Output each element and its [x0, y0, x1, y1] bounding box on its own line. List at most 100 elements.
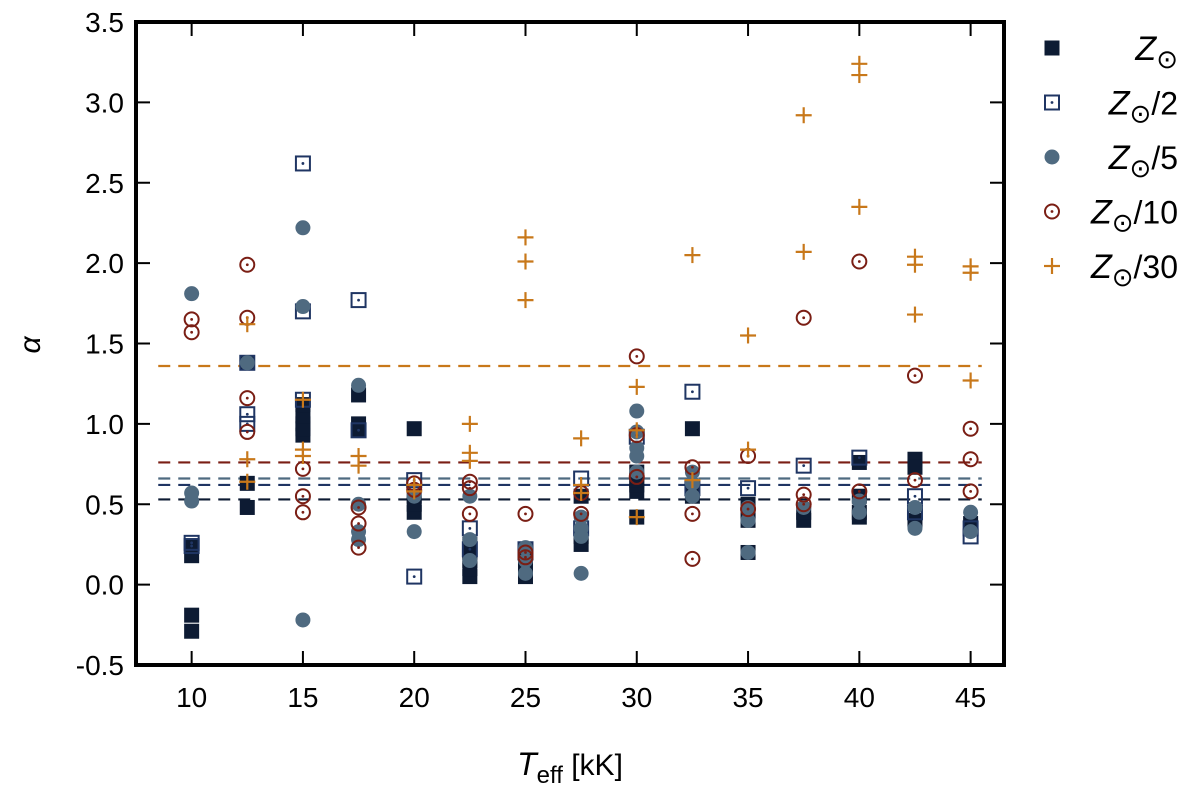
point-s3-21 — [573, 505, 590, 522]
point-s3-2 — [239, 256, 256, 273]
y-tick-labels: -0.5 0.0 0.5 1.0 1.5 2.0 2.5 3.0 3.5 — [76, 7, 124, 681]
point-s4-21 — [628, 509, 645, 526]
point-s4-19 — [628, 378, 645, 395]
point-s3-16 — [461, 505, 478, 522]
legend-item-0: Z⊙​ — [1044, 30, 1178, 74]
legend-label-1: Z⊙/2 — [1108, 85, 1178, 129]
point-s3-9 — [350, 499, 367, 516]
y-axis-label: α — [14, 336, 47, 354]
point-s0-49 — [907, 459, 923, 475]
point-s2-5 — [295, 299, 311, 315]
x-axis-label-main: T — [517, 746, 539, 782]
point-s3-5 — [239, 423, 256, 440]
point-s4-7 — [350, 457, 367, 474]
point-s4-1 — [239, 451, 256, 468]
legend-label-suffix-4: /30 — [1134, 249, 1178, 285]
point-s4-5 — [294, 448, 311, 465]
point-s4-12 — [461, 452, 478, 469]
legend-label-sun-4: ⊙ — [1112, 262, 1134, 292]
legend-symbol-1 — [1044, 94, 1060, 111]
point-s2-2 — [184, 493, 200, 509]
legend-label-sun-0: ⊙ — [1156, 44, 1178, 74]
point-s0-4 — [239, 499, 255, 515]
point-s4-10 — [461, 415, 478, 432]
point-s2-38 — [907, 520, 923, 536]
y-tick-label-0.0: 0.0 — [85, 570, 124, 601]
legend-label-sun-2: ⊙ — [1130, 153, 1152, 183]
point-s4-30 — [851, 198, 868, 215]
plot-frame — [134, 20, 1006, 667]
point-s1-10 — [406, 568, 423, 585]
legend-item-4: Z⊙/30 — [1044, 248, 1178, 292]
point-s3-31 — [795, 486, 812, 503]
point-s2-10 — [351, 532, 367, 548]
point-s3-30 — [795, 309, 812, 326]
point-s3-27 — [684, 550, 701, 567]
point-s3-35 — [906, 367, 923, 384]
point-s3-36 — [906, 472, 923, 489]
legend-label-main-3: Z — [1090, 194, 1113, 232]
point-s4-18 — [573, 484, 590, 501]
point-s4-15 — [517, 292, 534, 309]
point-s0-9 — [295, 421, 311, 437]
point-s4-0 — [239, 316, 256, 333]
point-s2-14 — [462, 532, 478, 548]
point-s3-19 — [517, 549, 534, 566]
x-axis-label-sub: eff — [537, 762, 564, 789]
point-s3-7 — [294, 488, 311, 505]
point-s4-24 — [740, 327, 757, 344]
point-s1-8 — [350, 292, 367, 309]
x-tick-label-10: 10 — [176, 682, 207, 713]
point-s4-32 — [906, 256, 923, 273]
point-s1-4 — [239, 415, 256, 432]
y-tick-label-1.0: 1.0 — [85, 409, 124, 440]
point-s1-23 — [851, 449, 868, 466]
legend-label-main-2: Z — [1108, 139, 1131, 177]
point-s2-40 — [963, 524, 979, 540]
point-s3-8 — [294, 504, 311, 521]
legend-label-sun-3: ⊙ — [1112, 208, 1134, 238]
axis-ticks — [136, 21, 1004, 666]
mean-lines — [158, 364, 982, 501]
legend-label-main-1: Z — [1108, 85, 1131, 123]
point-s2-37 — [907, 499, 923, 515]
legend-item-1: Z⊙/2 — [1044, 85, 1178, 129]
point-s4-35 — [962, 264, 979, 281]
point-s0-10 — [295, 408, 311, 424]
point-s4-23 — [684, 472, 701, 489]
point-s4-36 — [962, 372, 979, 389]
point-s0-1 — [184, 607, 200, 623]
point-s1-19 — [684, 383, 701, 400]
point-s4-2 — [239, 473, 256, 490]
point-s2-33 — [740, 544, 756, 560]
point-s2-22 — [573, 565, 589, 581]
x-axis-label: Teff [kK] — [517, 746, 623, 789]
y-tick-label-2.5: 2.5 — [85, 168, 124, 199]
point-s4-25 — [740, 441, 757, 458]
x-axis-label-unit: [kK] — [563, 749, 623, 782]
legend-label-suffix-3: /10 — [1134, 195, 1178, 231]
y-tick-label-3.0: 3.0 — [85, 87, 124, 118]
point-s3-15 — [461, 480, 478, 497]
y-tick-label-1.5: 1.5 — [85, 329, 124, 360]
point-s4-13 — [517, 229, 534, 246]
point-s3-18 — [517, 544, 534, 561]
point-s3-34 — [851, 483, 868, 500]
point-s3-4 — [239, 390, 256, 407]
point-s2-21 — [573, 528, 589, 544]
point-s4-14 — [517, 253, 534, 270]
legend-label-4: Z⊙/30 — [1090, 248, 1178, 292]
point-s4-33 — [906, 306, 923, 323]
point-s0-15 — [406, 421, 422, 437]
point-s2-36 — [851, 504, 867, 520]
point-s2-27 — [629, 464, 645, 480]
legend-label-suffix-1: /2 — [1151, 86, 1178, 122]
point-s3-39 — [962, 483, 979, 500]
y-tick-label-2.0: 2.0 — [85, 248, 124, 279]
point-s2-30 — [684, 488, 700, 504]
point-s1-1 — [183, 534, 200, 551]
legend-item-3: Z⊙/10 — [1044, 194, 1178, 238]
data-points — [183, 55, 979, 639]
point-s3-37 — [962, 420, 979, 437]
legend-label-3: Z⊙/10 — [1090, 194, 1178, 238]
